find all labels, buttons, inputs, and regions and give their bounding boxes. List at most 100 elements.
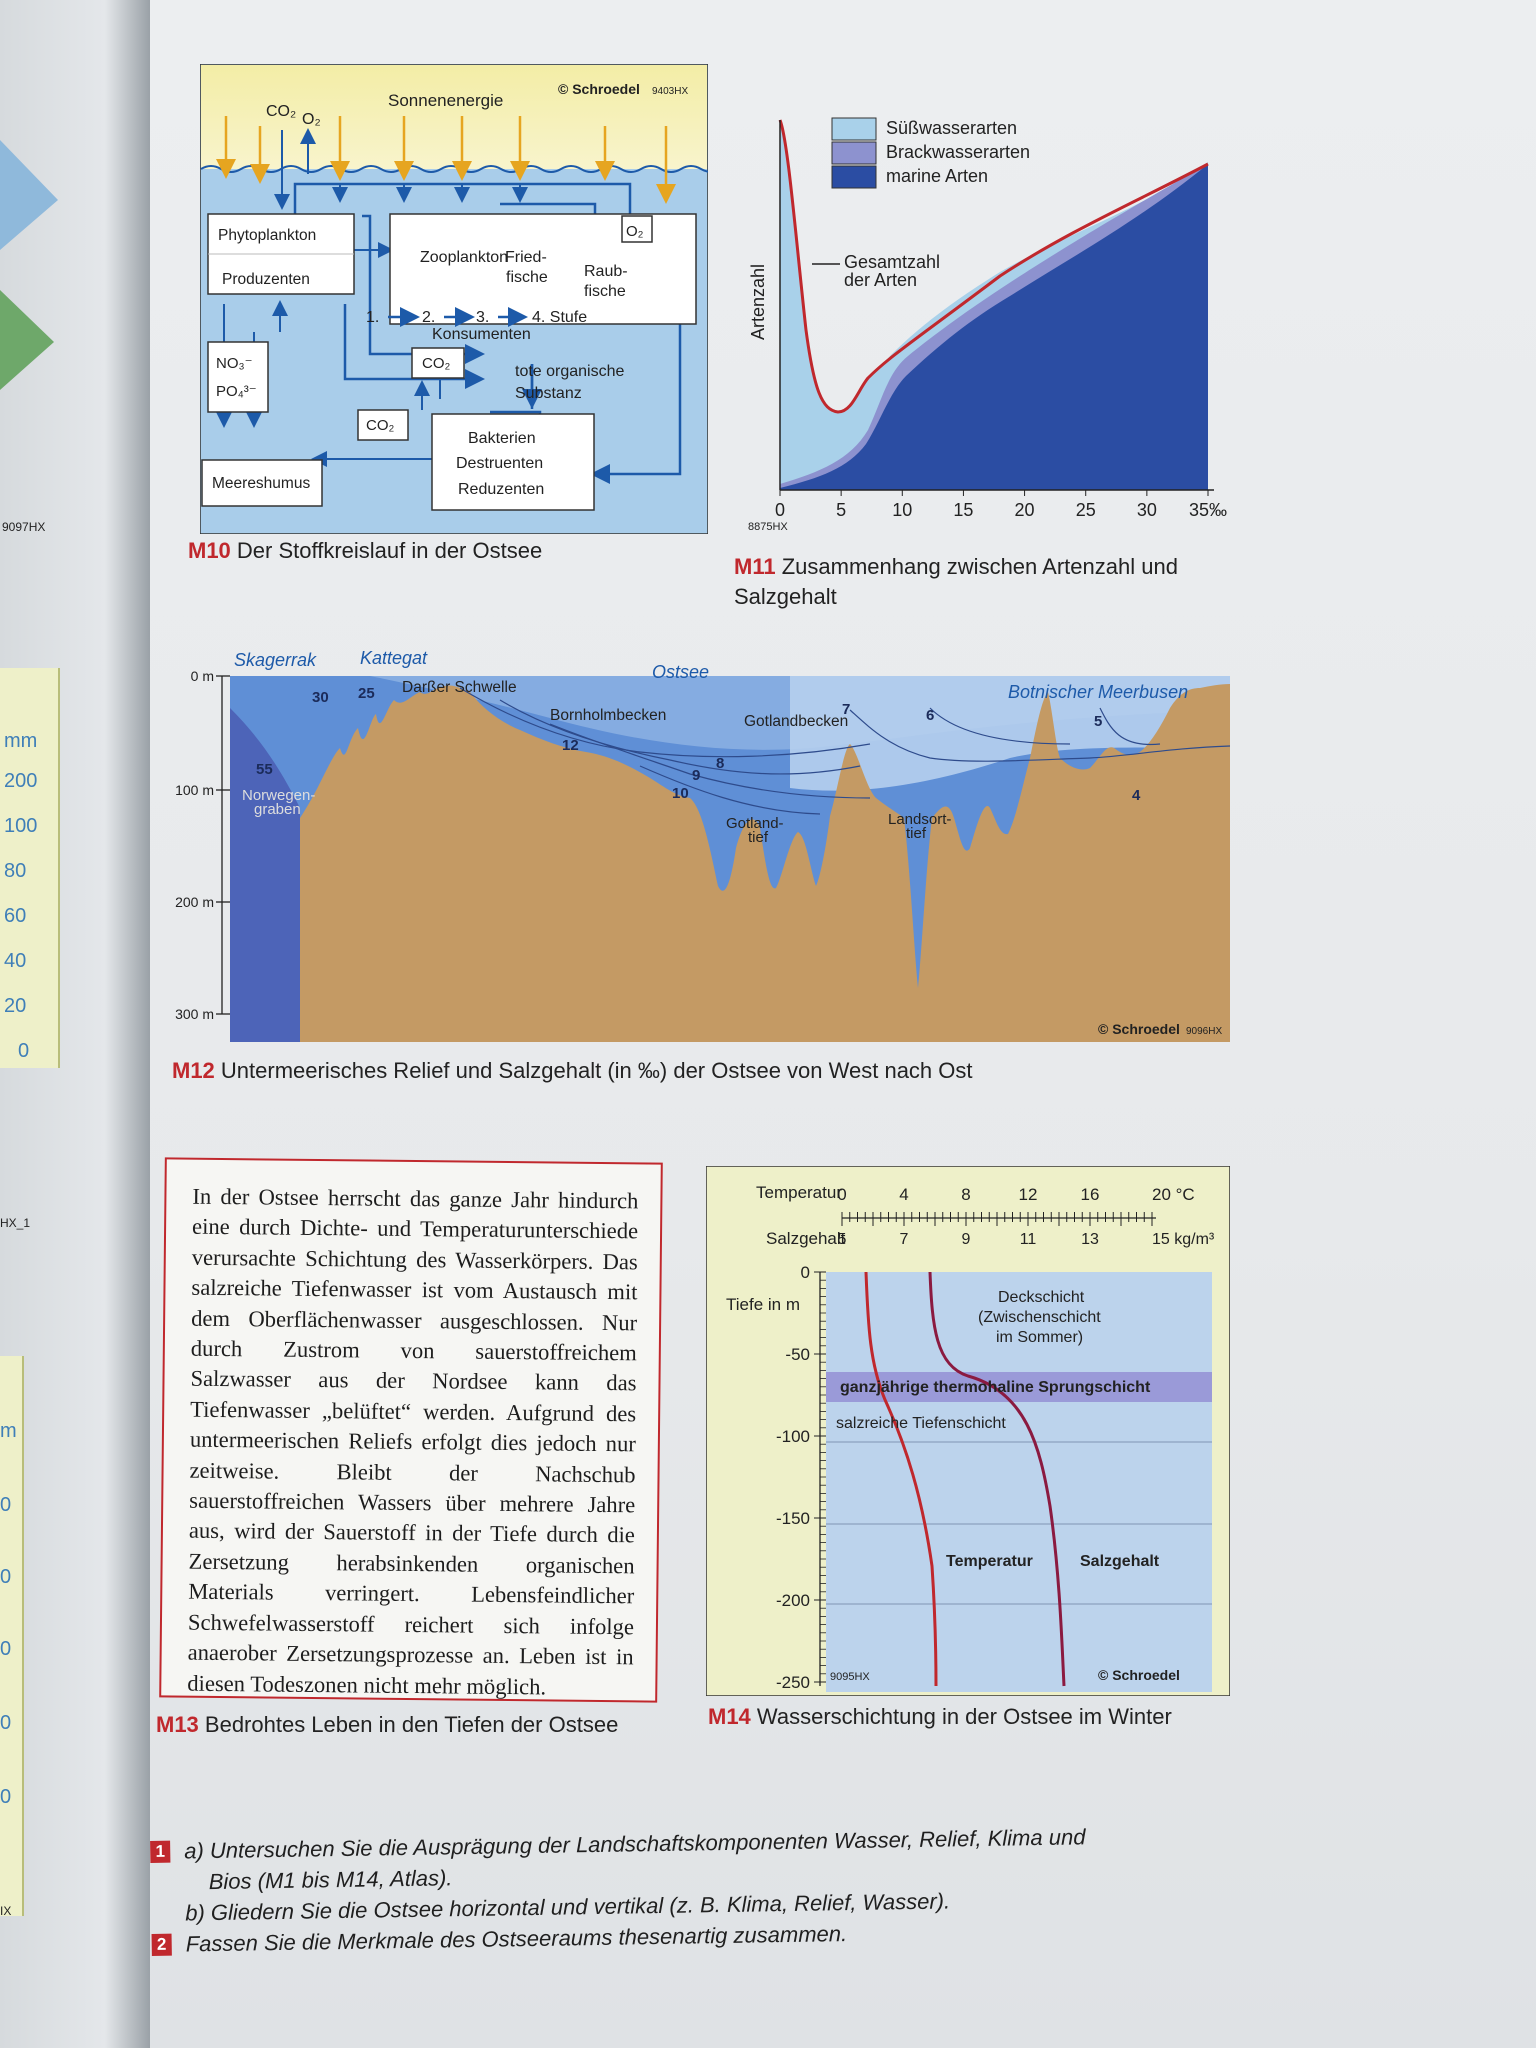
temperature-curve: [864, 1271, 938, 1687]
m14-depth-tick-label: -200: [776, 1591, 810, 1610]
co2-label: CO₂: [366, 417, 395, 434]
m11-x-tick-label: 30: [1137, 500, 1157, 520]
task-1: 1 a) Untersuchen Sie die Ausprägung der …: [150, 1819, 1251, 1929]
m11-annotation: Gesamtzahl: [844, 252, 940, 272]
m11-legend-swatch-brackish: [831, 141, 877, 165]
m14-layer-jump: ganzjährige thermohaline Sprungschicht: [840, 1379, 1151, 1396]
m11-x-tick-label: 25: [1076, 500, 1096, 520]
scale-value: 100: [4, 815, 38, 837]
m12-depth-label: 0 m: [191, 668, 214, 684]
phosphate-label: PO₄³⁻: [216, 383, 257, 400]
stage-label: 3.: [476, 309, 489, 326]
raubfische-label: Raub-: [584, 263, 628, 280]
producers-label: Produzenten: [222, 271, 310, 288]
consumers-label: Konsumenten: [432, 326, 531, 343]
caption-ref: M12: [172, 1058, 215, 1083]
blue-shape: [0, 140, 58, 250]
m12-feature: Gotland-: [726, 815, 784, 832]
thermohaline-jump-layer: [826, 1372, 1212, 1402]
left-page-code: 9097HX: [2, 520, 46, 534]
m14-depth-tick-label: -250: [776, 1673, 810, 1692]
m14-water-stratification-chart: 0 4 8 12 16 20 °C 5 7 9 11 13 15 kg/m³ 0 -50 -100 -150 -…: [706, 1166, 1230, 1696]
m14-temp-tick: 20 °C: [1152, 1185, 1195, 1204]
m11-code: 8875HX: [748, 521, 788, 533]
m12-salinity: 4: [1132, 787, 1141, 804]
m10-caption: M10 Der Stoffkreislauf in der Ostsee: [188, 538, 542, 564]
m12-salinity: 25: [358, 685, 375, 702]
scale-value: 80: [4, 860, 27, 882]
task-number: 1: [150, 1840, 171, 1863]
m11-legend-label: Süßwasserarten: [886, 118, 1017, 138]
tasks-section: 1 a) Untersuchen Sie die Ausprägung der …: [150, 1819, 1252, 1960]
m10-cycle-diagram: © Schroedel 9403HX Sonnenenergie CO₂ O₂: [200, 64, 708, 534]
friedfische-label: fische: [506, 269, 548, 286]
m14-salt-tick: 15 kg/m³: [1152, 1231, 1215, 1248]
m14-temp-tick: 16: [1081, 1185, 1100, 1204]
left-page-scale: mm 200 100 80 60 40 20 0: [0, 668, 60, 1068]
caption-ref: M14: [708, 1704, 751, 1729]
m14-code: 9095HX: [830, 1671, 870, 1683]
m14-layer-top: Deckschicht: [998, 1289, 1085, 1306]
scale-value: 40: [4, 950, 27, 972]
m12-feature: Gotlandbecken: [744, 713, 848, 730]
stage-label: 2.: [422, 309, 435, 326]
scale-unit: mm: [4, 730, 38, 752]
caption-ref: M13: [156, 1712, 199, 1737]
m12-salinity: 30: [312, 689, 329, 706]
area-marine: [780, 164, 1208, 490]
dead-matter-label: Substanz: [515, 385, 582, 402]
m12-salinity: 8: [716, 755, 724, 772]
m12-region: Skagerrak: [234, 650, 317, 670]
scale-value: 20: [4, 995, 27, 1017]
m12-salinity: 12: [562, 737, 579, 754]
m12-feature: Norwegen-: [242, 787, 315, 804]
scale-value: 0: [0, 1712, 12, 1734]
scale-unit: m: [0, 1420, 17, 1442]
m12-feature: tief: [748, 829, 769, 846]
m13-body-text: In der Ostsee herrscht das ganze Jahr hi…: [187, 1183, 639, 1699]
m10-copyright: © Schroedel: [558, 81, 640, 97]
m14-temp-axis-label: Temperatur: [756, 1183, 842, 1202]
m12-feature: Darßer Schwelle: [402, 679, 517, 696]
humus-label: Meereshumus: [212, 475, 310, 492]
left-page-code: IX: [0, 1904, 12, 1918]
o2-box: [621, 215, 653, 243]
caption-ref: M11: [734, 554, 776, 579]
m11-legend-swatch-marine: [831, 165, 877, 189]
m11-x-tick-label: 5: [836, 500, 846, 520]
m11-plot-area: [778, 119, 1209, 490]
sun-arrows: [216, 116, 676, 204]
m11-caption: M11 Zusammenhang zwischen Artenzahl und …: [734, 552, 1224, 612]
co2-box: [357, 409, 409, 441]
m14-depth-axis-label: Tiefe in m: [726, 1295, 800, 1314]
m12-relief-profile: Skagerrak Kattegat Ostsee Botnischer Mee…: [175, 648, 1231, 1042]
m14-salt-axis-label: Salzgehalt: [766, 1229, 846, 1248]
m11-x-tick-label: 0: [775, 500, 785, 520]
raubfische-label: fische: [584, 283, 626, 300]
m14-axis-ticks: 0 4 8 12 16 20 °C 5 7 9 11 13 15 kg/m³ 0 -50 -100 -150 -…: [776, 1185, 1215, 1692]
task-number: 2: [151, 1933, 172, 1956]
m14-salt-tick: 7: [900, 1231, 909, 1248]
scale-value: 200: [4, 770, 38, 792]
m14-layer-top: im Sommer): [996, 1329, 1083, 1346]
caption-text: Untermeerisches Relief und Salzgehalt (i…: [214, 1058, 973, 1083]
nutrients-box: [207, 341, 269, 413]
m12-region: Botnischer Meerbusen: [1008, 682, 1188, 702]
m14-temp-tick: 4: [899, 1185, 908, 1204]
m13-text-box: In der Ostsee herrscht das ganze Jahr hi…: [159, 1157, 663, 1703]
m12-depth-label: 100 m: [175, 782, 214, 798]
m14-salt-tick: 5: [838, 1231, 847, 1248]
m12-feature: Bornholmbecken: [550, 707, 666, 724]
m12-code: 9096HX: [1186, 1026, 1222, 1037]
scale-value: 0: [0, 1638, 12, 1660]
stage-label: 4. Stufe: [532, 309, 587, 326]
m14-salt-tick: 9: [962, 1231, 971, 1248]
left-neighbour-page: 9097HX mm 200 100 80 60 40 20 0 HX_1 m 0…: [0, 0, 150, 2048]
co2-box: [411, 347, 465, 379]
caption-text: Zusammenhang zwischen Artenzahl und Salz…: [734, 554, 1178, 609]
zooplankton-label: Zooplankton: [420, 249, 508, 266]
nitrate-label: NO₃⁻: [216, 355, 253, 372]
caption-text: Der Stoffkreislauf in der Ostsee: [230, 538, 543, 563]
caption-ref: M10: [188, 538, 231, 563]
friedfische-label: Fried-: [505, 249, 547, 266]
